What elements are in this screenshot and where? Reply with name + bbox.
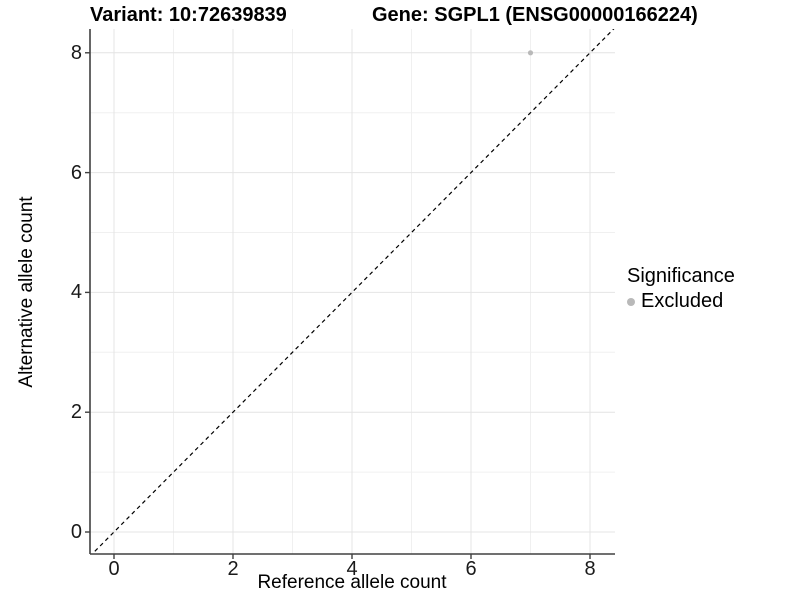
x-tick-label: 6 <box>465 558 477 580</box>
y-tick-label: 8 <box>70 41 82 64</box>
y-tick-label: 4 <box>70 281 82 304</box>
plot-panel <box>85 29 615 559</box>
legend-item-label: Excluded <box>641 290 724 312</box>
plot-title-variant: Variant: 10:72639839 <box>90 4 287 26</box>
x-tick-label: 4 <box>346 558 358 580</box>
x-tick-label: 0 <box>108 558 120 580</box>
x-tick-label: 8 <box>584 558 596 580</box>
y-tick-label: 6 <box>70 161 82 184</box>
legend-items: Excluded <box>627 290 735 313</box>
data-point <box>527 50 534 56</box>
legend-point-icon <box>627 297 635 306</box>
plot-title-gene: Gene: SGPL1 (ENSG00000166224) <box>372 4 698 26</box>
y-tick-label: 2 <box>70 401 82 424</box>
legend: Significance Excluded <box>627 265 735 313</box>
legend-title: Significance <box>627 265 735 287</box>
y-tick-label: 0 <box>70 521 82 543</box>
x-axis-title: Reference allele count <box>257 572 447 593</box>
x-tick-label: 2 <box>227 558 239 580</box>
legend-item: Excluded <box>627 290 735 313</box>
identity-reference-line <box>91 29 615 554</box>
y-axis-title: Alternative allele count <box>16 196 37 388</box>
